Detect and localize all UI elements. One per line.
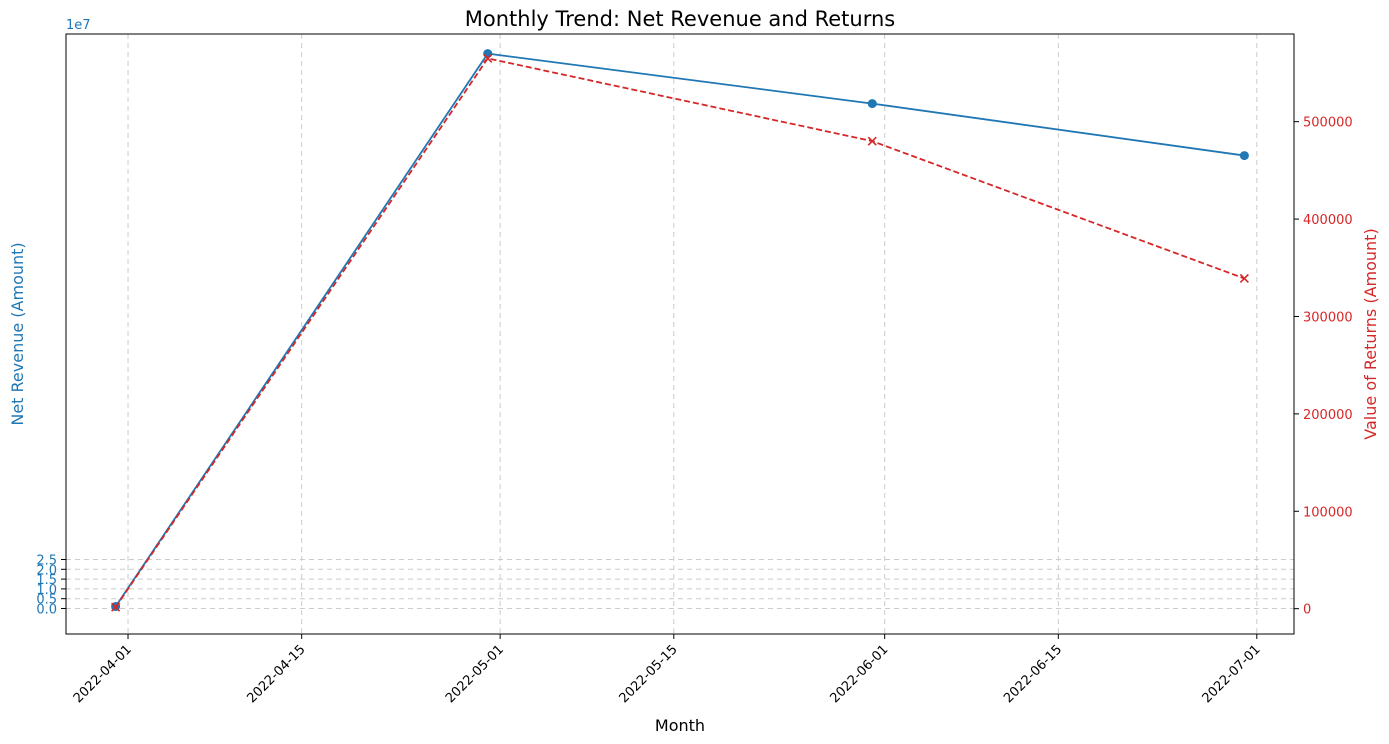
data-point-returns xyxy=(111,602,121,612)
y-right-tick-label: 400000 xyxy=(1303,213,1353,228)
x-marker-stroke xyxy=(1239,273,1249,284)
x-tick-label: 2022-05-15 xyxy=(617,642,681,706)
data-point-returns xyxy=(483,53,493,63)
x-marker-stroke xyxy=(483,53,493,63)
y-axis-left: 0.00.51.01.52.02.5 xyxy=(36,553,66,618)
x-tick-label: 2022-04-15 xyxy=(244,642,308,706)
series-line-returns xyxy=(114,57,1245,608)
y-right-tick-label: 100000 xyxy=(1303,505,1353,520)
y-left-tick-label: 0.0 xyxy=(36,603,57,618)
x-marker-stroke xyxy=(111,602,121,612)
y-left-tick-label: 0.5 xyxy=(36,593,57,608)
data-point-returns xyxy=(1239,273,1249,284)
y-left-offset-label: 1e7 xyxy=(66,18,91,33)
x-axis-title: Month xyxy=(655,716,705,735)
y-right-tick-label: 200000 xyxy=(1303,408,1353,423)
y-right-tick-label: 0 xyxy=(1303,603,1311,618)
plot-frame xyxy=(65,33,1295,635)
x-tick-label: 2022-06-15 xyxy=(1001,642,1065,706)
y-right-tick-label: 300000 xyxy=(1303,310,1353,325)
grid xyxy=(66,34,1294,634)
data-point-net-revenue xyxy=(867,99,877,109)
chart-title: Monthly Trend: Net Revenue and Returns xyxy=(465,7,895,31)
y-axis-right: 0 100000 200000 300000 400000 500000 xyxy=(1294,116,1353,618)
y-axis-right-title: Value of Returns (Amount) xyxy=(1361,228,1380,439)
x-marker-stroke xyxy=(867,136,877,146)
series-line-net-revenue xyxy=(114,52,1245,608)
x-tick-label: 2022-07-01 xyxy=(1200,642,1264,706)
y-right-tick-label: 500000 xyxy=(1303,116,1353,131)
x-tick-label: 2022-06-01 xyxy=(827,642,891,706)
x-tick-label: 2022-05-01 xyxy=(443,642,507,706)
data-point-returns xyxy=(867,136,877,146)
y-left-tick-label: 2.0 xyxy=(36,563,57,578)
y-axis-left-title: Net Revenue (Amount) xyxy=(8,242,27,425)
y-left-tick-label: 1.5 xyxy=(36,573,57,588)
data-point-net-revenue xyxy=(1239,151,1249,161)
series-layer xyxy=(111,49,1249,612)
x-tick-label: 2022-04-01 xyxy=(71,642,135,706)
x-axis: 2022-04-01 2022-04-15 2022-05-01 2022-05-15… xyxy=(71,634,1264,706)
y-left-tick-label: 1.0 xyxy=(36,583,57,598)
y-left-tick-label: 2.5 xyxy=(36,553,57,568)
data-point-net-revenue xyxy=(483,49,493,59)
